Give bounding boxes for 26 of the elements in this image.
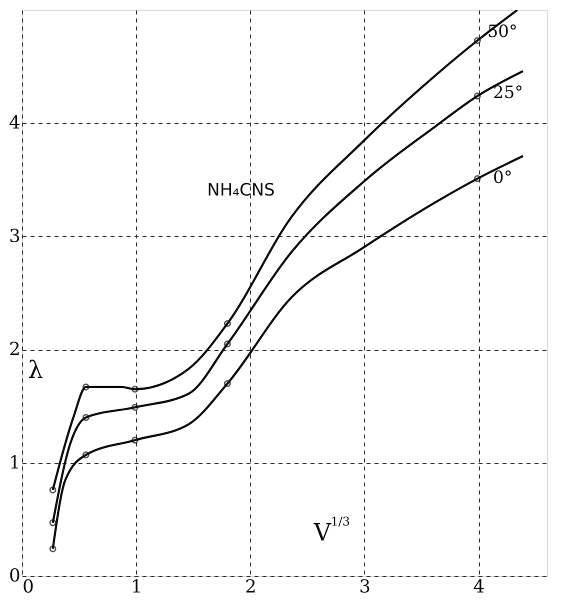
point: [474, 175, 481, 182]
x-tick-label: 1: [130, 576, 142, 598]
y-tick-label: 2: [9, 339, 20, 360]
series-label: 0°: [493, 168, 512, 188]
point: [82, 414, 90, 422]
point: [82, 451, 90, 458]
point: [224, 320, 231, 328]
series-label: 50°: [487, 22, 518, 42]
point: [82, 383, 90, 390]
point: [474, 92, 481, 100]
point: [132, 404, 138, 411]
y-tick-label: 1: [9, 452, 20, 474]
series-label: 25°: [493, 83, 524, 104]
point: [132, 436, 138, 444]
point: [132, 386, 138, 393]
y-tick-label: 4: [9, 112, 20, 134]
point: [474, 37, 481, 44]
point: [224, 340, 231, 348]
x-tick-label: 0: [22, 576, 34, 598]
point: [224, 380, 231, 388]
y-tick-label: 3: [9, 226, 20, 247]
x-tick-label: 3: [359, 576, 371, 598]
annotation: NH₄CNS: [207, 180, 275, 201]
y-axis-title: λ: [28, 356, 44, 384]
x-tick-label: 4: [473, 576, 485, 598]
x-tick-label: 2: [245, 576, 256, 598]
